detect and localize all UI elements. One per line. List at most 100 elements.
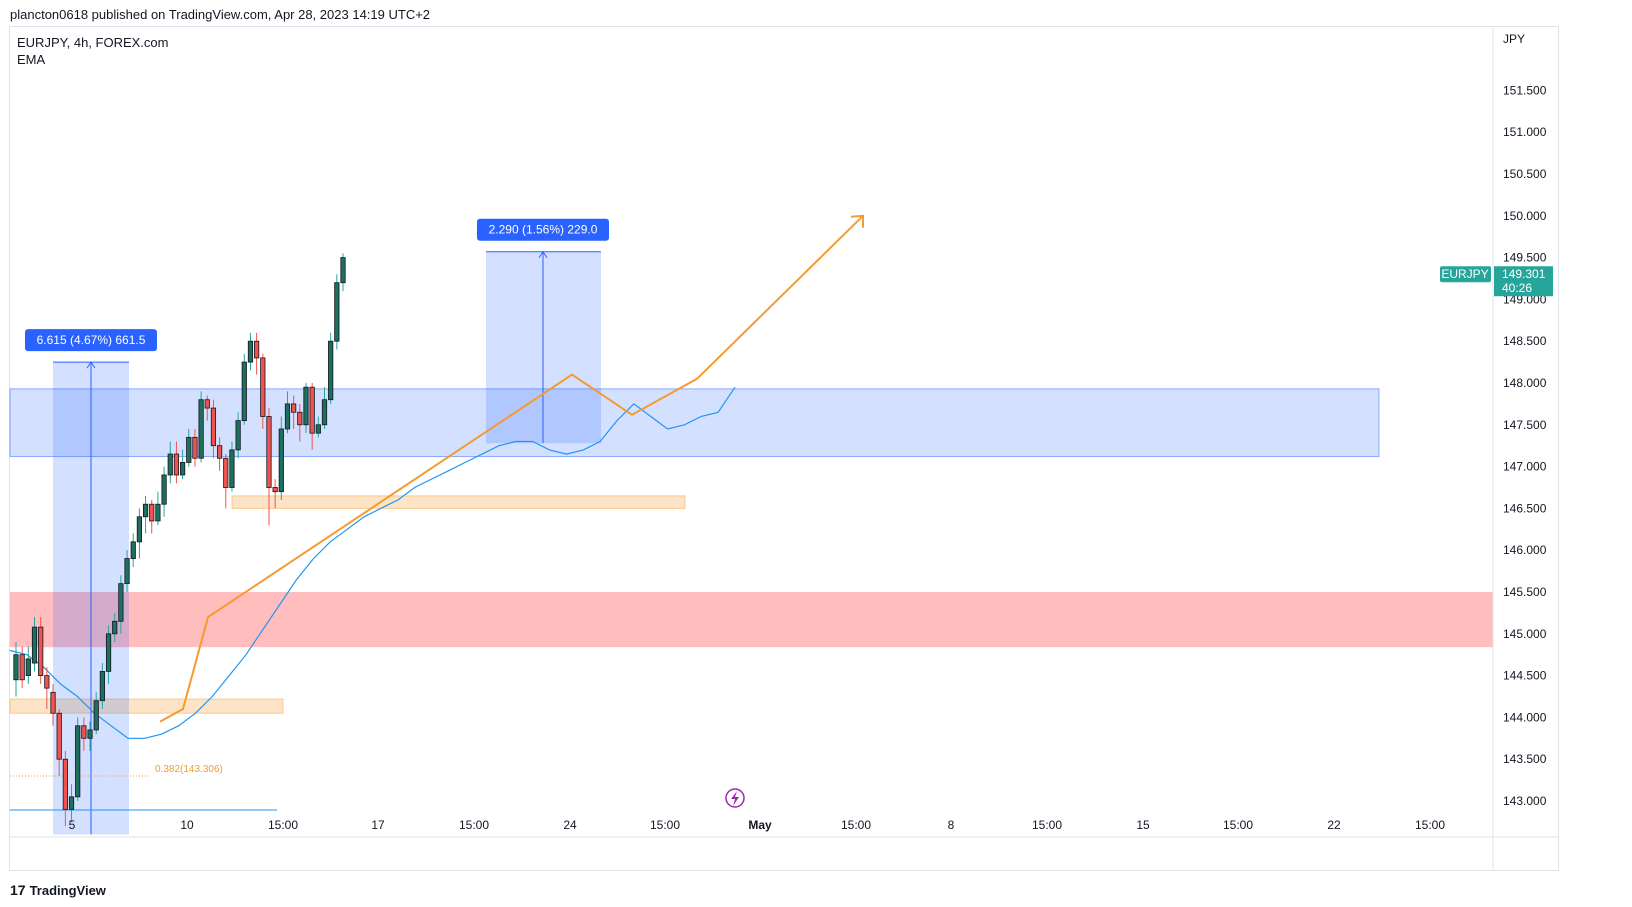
candle-body <box>50 691 56 714</box>
candle-body <box>112 620 118 635</box>
countdown-tag: 40:26 <box>1502 281 1532 295</box>
candle <box>254 332 260 375</box>
candle <box>81 717 87 751</box>
candle-body <box>229 449 235 488</box>
measure-label: 6.615 (4.67%) 661.5 <box>37 333 146 347</box>
candle <box>155 491 161 526</box>
candle <box>192 428 198 467</box>
projection-path <box>159 215 864 723</box>
candle <box>99 663 105 710</box>
price-tick-label: 144.500 <box>1503 669 1547 683</box>
candle-body <box>105 633 112 672</box>
candle-body <box>124 558 130 585</box>
candle-body <box>241 361 247 422</box>
candle-body <box>186 436 192 463</box>
candle <box>229 441 235 492</box>
candle-body <box>260 357 266 417</box>
candle <box>25 646 31 684</box>
candle <box>50 683 56 726</box>
candle <box>272 479 278 509</box>
currency-label: JPY <box>1503 32 1525 46</box>
time-tick-label: 15:00 <box>459 818 489 832</box>
candle <box>19 646 25 689</box>
candle <box>186 428 192 467</box>
candle-body <box>99 671 105 702</box>
time-tick-label: 22 <box>1327 818 1341 832</box>
time-tick-label: 8 <box>948 818 955 832</box>
candle-body <box>192 436 198 459</box>
candle <box>328 332 334 404</box>
candle-body <box>328 340 334 401</box>
price-tick-label: 143.500 <box>1503 752 1547 766</box>
candle <box>93 692 99 735</box>
orange-support-zone <box>231 495 686 509</box>
measurement-layer: 6.615 (4.67%) 661.5 2.290 (1.56%) 229.0 0.… <box>10 218 609 835</box>
price-tick-label: 145.000 <box>1503 627 1547 641</box>
candle-body <box>266 416 272 488</box>
candle <box>223 454 229 509</box>
candle-body <box>179 462 186 476</box>
candle-body <box>284 403 291 430</box>
candle-body <box>19 654 25 681</box>
price-tick-label: 147.500 <box>1503 418 1547 432</box>
candle-body <box>25 658 31 677</box>
candle-body <box>297 411 303 426</box>
price-tick-label: 149.500 <box>1503 251 1547 265</box>
candle-body <box>167 453 173 476</box>
candle-body <box>340 257 346 284</box>
candle <box>179 449 186 480</box>
orange-support-zone <box>9 698 284 714</box>
candle <box>247 332 254 371</box>
candle <box>241 353 247 425</box>
tradingview-logo-text: TradingView <box>29 882 106 898</box>
price-tick-label: 148.000 <box>1503 376 1547 390</box>
measure-label-bg <box>25 329 157 352</box>
price-tick-label: 145.500 <box>1503 585 1547 599</box>
time-tick-label: 15:00 <box>268 818 298 832</box>
time-tick-label: 15:00 <box>1032 818 1062 832</box>
candle-body <box>247 340 254 363</box>
candle <box>75 717 81 801</box>
candle-body <box>118 583 124 622</box>
candle-body <box>198 399 204 459</box>
candle <box>44 667 50 710</box>
candle-body <box>235 420 241 451</box>
tradingview-logo[interactable]: 17 TradingView <box>10 882 106 898</box>
candle <box>87 721 93 751</box>
legend-indicator-ema[interactable]: EMA <box>17 52 46 67</box>
candle <box>204 395 210 421</box>
measure-arrow-head <box>86 361 96 369</box>
price-tick-label: 147.000 <box>1503 460 1547 474</box>
candle-body <box>75 725 81 798</box>
candle <box>112 612 118 643</box>
candle <box>31 617 38 672</box>
publisher-attribution: plancton0618 published on TradingView.co… <box>10 7 431 22</box>
time-tick-label: May <box>748 818 772 832</box>
tradingview-logo-icon: 17 <box>10 882 26 898</box>
candle-body <box>87 729 93 739</box>
candle <box>235 412 241 459</box>
axis-layer: JPY 151.500 151.000 150.500 150.000 149.500 14… <box>10 27 1558 870</box>
candle <box>266 408 272 526</box>
candle <box>130 533 136 567</box>
candle-body <box>93 700 99 731</box>
legend-symbol[interactable]: EURJPY, 4h, FOREX.com <box>17 35 169 50</box>
candle <box>142 495 149 534</box>
candle-body <box>217 445 223 459</box>
fib-level-label: 0.382(143.306) <box>155 764 223 775</box>
price-tick-label: 148.500 <box>1503 334 1547 348</box>
price-tick-label: 151.500 <box>1503 83 1547 97</box>
measure-label: 2.290 (1.56%) 229.0 <box>489 223 598 237</box>
time-tick-label: 15:00 <box>1415 818 1445 832</box>
candle-body <box>204 399 210 409</box>
candle <box>161 466 167 517</box>
price-tag: 149.301 <box>1502 267 1546 281</box>
flash-icon[interactable] <box>725 788 745 808</box>
candle-body <box>272 487 278 493</box>
price-tick-label: 146.500 <box>1503 501 1547 515</box>
time-tick-label: 17 <box>371 818 385 832</box>
time-tick-label: 5 <box>69 818 76 832</box>
projection-layer <box>159 214 864 723</box>
zones-layer <box>9 388 1493 714</box>
